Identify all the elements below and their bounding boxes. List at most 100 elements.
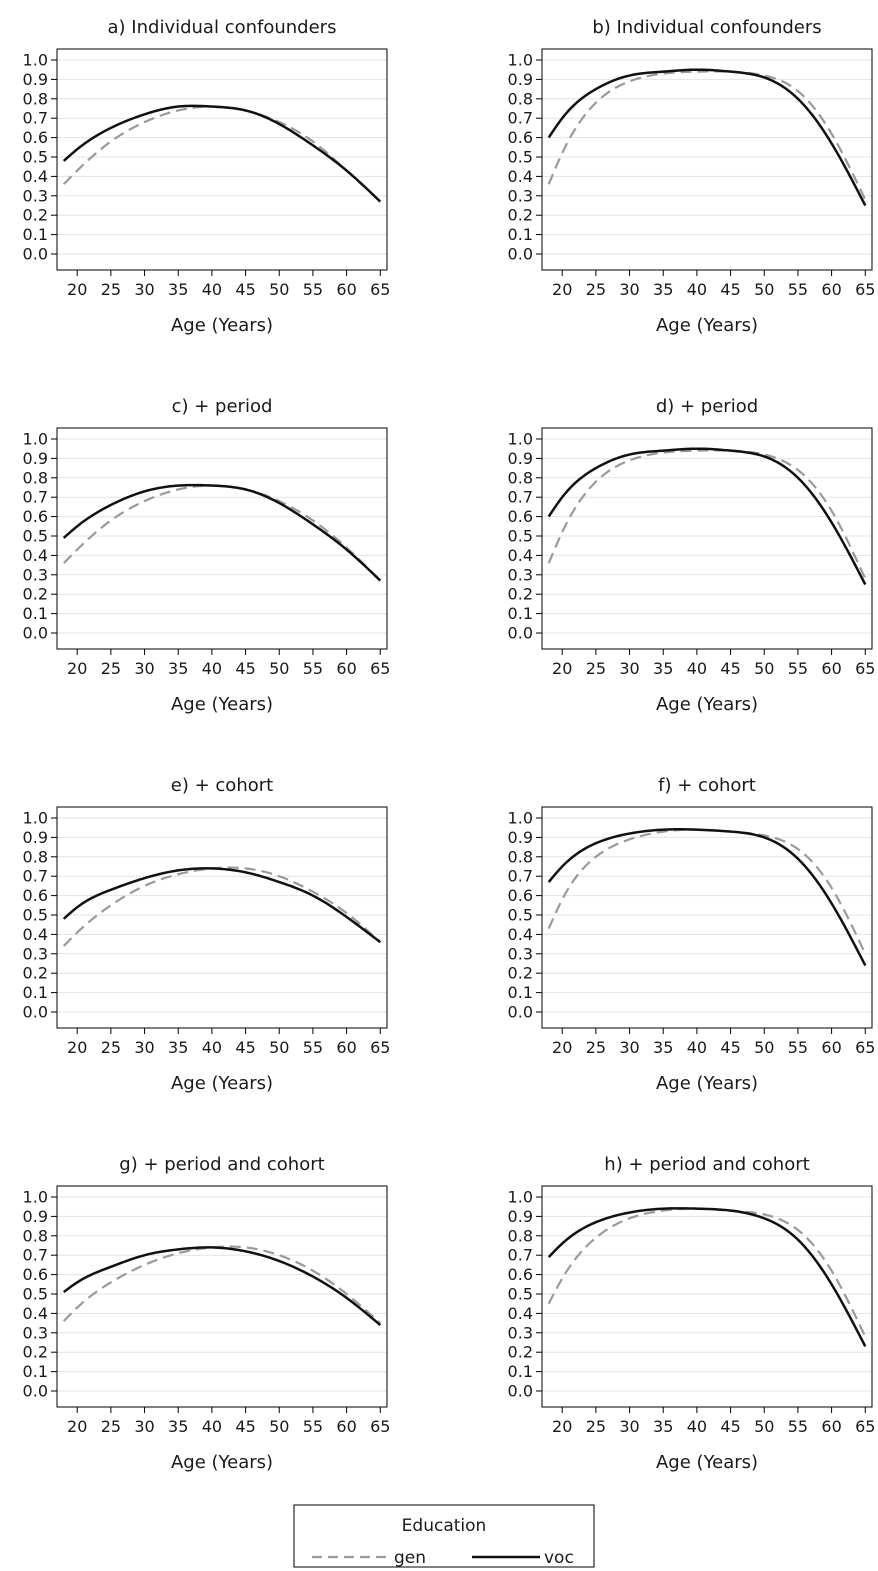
series-line-voc bbox=[62, 867, 382, 944]
y-tick-label: 0.9 bbox=[23, 70, 48, 89]
plot-frame bbox=[56, 427, 388, 650]
y-tick-label: 0.6 bbox=[508, 1265, 533, 1284]
x-tick-label: 40 bbox=[202, 1038, 222, 1057]
y-tick-label: 1.0 bbox=[23, 430, 48, 449]
y-tick-label: 0.3 bbox=[508, 565, 533, 584]
y-tick-label: 0.4 bbox=[508, 925, 533, 944]
series-line-gen bbox=[62, 866, 382, 947]
x-tick-label: 20 bbox=[552, 1417, 572, 1436]
y-tick-label: 0.1 bbox=[508, 983, 533, 1002]
x-tick-label: 45 bbox=[235, 1038, 255, 1057]
y-tick-label: 0.8 bbox=[23, 847, 48, 866]
y-tick-label: 0.9 bbox=[508, 1207, 533, 1226]
y-tick-label: 1.0 bbox=[23, 1188, 48, 1207]
y-tick-label: 0.8 bbox=[508, 1226, 533, 1245]
series-line-voc bbox=[547, 828, 867, 967]
x-tick-label: 25 bbox=[586, 1417, 606, 1436]
x-tick-label: 35 bbox=[653, 1038, 673, 1057]
x-tick-label: 55 bbox=[788, 659, 808, 678]
y-tick-label: 0.0 bbox=[508, 624, 533, 643]
plot-area bbox=[57, 807, 387, 1028]
x-tick-label: 25 bbox=[101, 1417, 121, 1436]
y-tick-label: 0.3 bbox=[23, 944, 48, 963]
y-tick-label: 0.8 bbox=[23, 468, 48, 487]
x-tick-label: 45 bbox=[720, 659, 740, 678]
x-tick-label: 40 bbox=[202, 1417, 222, 1436]
y-tick-label: 1.0 bbox=[23, 51, 48, 70]
x-tick-label: 55 bbox=[303, 280, 323, 299]
x-tick-label: 55 bbox=[303, 659, 323, 678]
legend: Education gen voc bbox=[293, 1504, 595, 1568]
series-line-voc bbox=[547, 447, 867, 586]
y-tick-label: 0.2 bbox=[508, 585, 533, 604]
panel-title: d) + period bbox=[656, 396, 758, 417]
x-tick-label: 30 bbox=[134, 659, 154, 678]
y-tick-label: 0.2 bbox=[23, 964, 48, 983]
x-axis-label: Age (Years) bbox=[656, 315, 758, 336]
y-tick-label: 0.6 bbox=[508, 507, 533, 526]
x-tick-label: 50 bbox=[269, 659, 289, 678]
y-tick-label: 0.2 bbox=[23, 206, 48, 225]
y-tick-label: 0.0 bbox=[23, 1382, 48, 1401]
y-tick-label: 0.4 bbox=[23, 1304, 48, 1323]
panel-a: a) Individual confounders 0.00.10.20.30.4… bbox=[23, 17, 391, 336]
y-tick-label: 0.2 bbox=[508, 964, 533, 983]
x-tick-label: 50 bbox=[754, 1038, 774, 1057]
x-tick-label: 40 bbox=[687, 280, 707, 299]
plot-frame bbox=[56, 48, 388, 271]
legend-voc-label: voc bbox=[544, 1548, 574, 1568]
x-tick-label: 25 bbox=[586, 1038, 606, 1057]
x-tick-label: 35 bbox=[168, 280, 188, 299]
panel-title: g) + period and cohort bbox=[119, 1154, 324, 1175]
x-tick-label: 60 bbox=[821, 659, 841, 678]
y-tick-label: 0.9 bbox=[23, 449, 48, 468]
y-tick-label: 0.0 bbox=[23, 624, 48, 643]
x-tick-label: 45 bbox=[235, 659, 255, 678]
plot-frame bbox=[541, 1185, 873, 1408]
x-tick-label: 50 bbox=[269, 1038, 289, 1057]
panels: a) Individual confounders0.00.10.20.30.4… bbox=[23, 17, 876, 1473]
plot-frame bbox=[541, 806, 873, 1029]
x-axis-label: Age (Years) bbox=[171, 315, 273, 336]
x-tick-label: 30 bbox=[619, 1417, 639, 1436]
x-tick-label: 30 bbox=[134, 280, 154, 299]
x-tick-label: 50 bbox=[754, 280, 774, 299]
x-tick-label: 55 bbox=[788, 280, 808, 299]
panel-h: h) + period and cohort 0.00.10.20.30.40.5… bbox=[508, 1154, 876, 1473]
panel-c: c) + period 0.00.10.20.30.40.50.60.70.80.… bbox=[23, 396, 391, 715]
y-tick-label: 0.7 bbox=[508, 488, 533, 507]
x-tick-label: 55 bbox=[788, 1417, 808, 1436]
x-tick-label: 25 bbox=[586, 280, 606, 299]
y-tick-label: 0.2 bbox=[508, 1343, 533, 1362]
x-axis-label: Age (Years) bbox=[656, 1452, 758, 1473]
y-tick-label: 0.4 bbox=[508, 1304, 533, 1323]
panel-e: e) + cohort 0.00.10.20.30.40.50.60.70.80.… bbox=[23, 775, 391, 1094]
plot-area bbox=[542, 1186, 872, 1407]
y-tick-label: 0.7 bbox=[508, 867, 533, 886]
y-tick-label: 0.7 bbox=[23, 1246, 48, 1265]
y-tick-label: 0.6 bbox=[23, 1265, 48, 1284]
x-tick-label: 60 bbox=[336, 1038, 356, 1057]
y-tick-label: 0.3 bbox=[508, 186, 533, 205]
x-tick-label: 35 bbox=[168, 1038, 188, 1057]
plot-frame bbox=[56, 806, 388, 1029]
x-tick-label: 40 bbox=[202, 280, 222, 299]
y-tick-label: 0.1 bbox=[23, 225, 48, 244]
x-axis-label: Age (Years) bbox=[171, 1452, 273, 1473]
y-tick-label: 0.5 bbox=[23, 906, 48, 925]
x-tick-label: 45 bbox=[720, 1038, 740, 1057]
y-tick-label: 0.5 bbox=[508, 527, 533, 546]
y-tick-label: 1.0 bbox=[508, 430, 533, 449]
x-tick-label: 50 bbox=[754, 1417, 774, 1436]
plot-area bbox=[542, 807, 872, 1028]
plot-frame bbox=[56, 1185, 388, 1408]
x-tick-label: 55 bbox=[303, 1417, 323, 1436]
x-tick-label: 65 bbox=[855, 1417, 875, 1436]
x-tick-label: 30 bbox=[134, 1417, 154, 1436]
x-tick-label: 35 bbox=[653, 280, 673, 299]
x-tick-label: 65 bbox=[855, 280, 875, 299]
panel-title: a) Individual confounders bbox=[108, 17, 337, 38]
series-line-voc bbox=[547, 1207, 867, 1347]
x-axis-label: Age (Years) bbox=[171, 1073, 273, 1094]
